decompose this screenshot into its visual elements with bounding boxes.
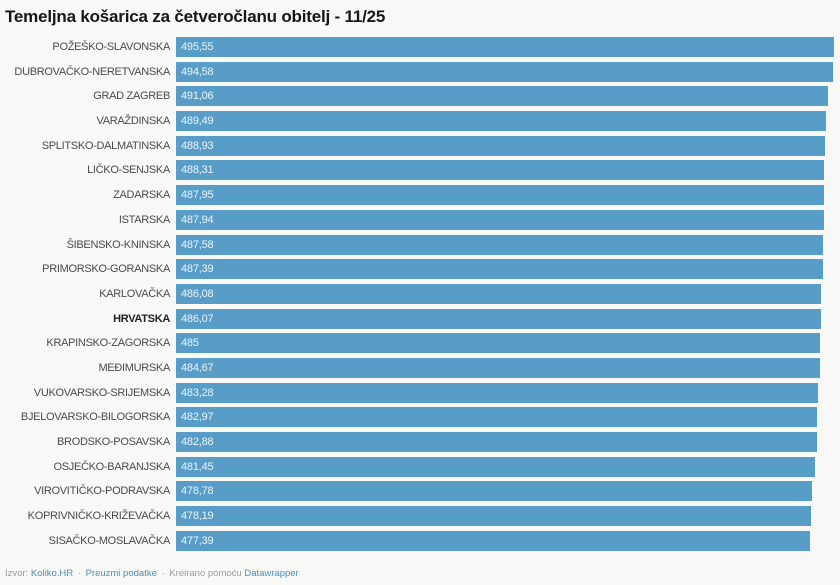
- chart-title: Temeljna košarica za četveročlanu obitel…: [5, 7, 386, 26]
- bar-value-label: 481,45: [181, 460, 214, 473]
- category-label: KRAPINSKO-ZAGORSKA: [46, 337, 170, 350]
- category-label: KOPRIVNIČKO-KRIŽEVAČKA: [27, 510, 171, 523]
- bar-row: SISAČKO-MOSLAVAČKA 477,39: [0, 530, 840, 551]
- bar-value-label: 485: [181, 337, 199, 350]
- bar-row: LIČKO-SENJSKA 488,31: [0, 160, 840, 181]
- bar[interactable]: 483,28: [176, 382, 818, 403]
- category-label: VUKOVARSKO-SRIJEMSKA: [33, 386, 171, 399]
- category-label: GRAD ZAGREB: [93, 90, 170, 103]
- bar-row: VIROVITIČKO-PODRAVSKA 478,78: [0, 481, 840, 502]
- bar[interactable]: 486,08: [176, 283, 822, 304]
- bar-row: PRIMORSKO-GORANSKA 487,39: [0, 259, 840, 280]
- bar[interactable]: 477,39: [176, 530, 810, 551]
- source-label: Izvor:: [5, 568, 29, 579]
- bar[interactable]: 487,39: [176, 259, 824, 280]
- footer-separator: ·: [77, 568, 81, 579]
- bar-row: VARAŽDINSKA 489,49: [0, 111, 840, 132]
- category-label: KARLOVAČKA: [99, 287, 170, 300]
- bar-value-label: 488,31: [181, 164, 214, 177]
- bar-value-label: 483,28: [181, 386, 214, 399]
- bar-value-label: 482,97: [181, 411, 214, 424]
- bar[interactable]: 482,97: [176, 407, 818, 428]
- bar-value-label: 495,55: [181, 41, 214, 53]
- bar-row: POŽEŠKO-SLAVONSKA 495,55: [0, 37, 840, 57]
- bar[interactable]: 491,06: [176, 86, 828, 107]
- category-label: LIČKO-SENJSKA: [87, 164, 170, 177]
- bar-row: KARLOVAČKA 486,08: [0, 283, 840, 304]
- bar[interactable]: 484,67: [176, 357, 820, 378]
- bar[interactable]: 487,58: [176, 234, 824, 255]
- bar-value-label: 484,67: [181, 361, 214, 374]
- bar[interactable]: 478,78: [176, 481, 812, 502]
- download-data-link[interactable]: Preuzmi podatke: [85, 568, 157, 579]
- bar-row: OSJEČKO-BARANJSKA 481,45: [0, 456, 840, 477]
- bar-row: SPLITSKO-DALMATINSKA 488,93: [0, 135, 840, 156]
- bar-row: BRODSKO-POSAVSKA 482,88: [0, 432, 840, 452]
- bar-row: ZADARSKA 487,95: [0, 185, 840, 206]
- bar[interactable]: 488,31: [176, 160, 825, 181]
- bar-value-label: 488,93: [181, 139, 214, 152]
- category-label: DUBROVAČKO-NERETVANSKA: [14, 65, 170, 78]
- category-label: VARAŽDINSKA: [96, 115, 170, 128]
- bar[interactable]: 486,07: [176, 308, 822, 329]
- category-label: BRODSKO-POSAVSKA: [57, 436, 170, 448]
- bar[interactable]: 487,95: [176, 185, 824, 206]
- category-label: OSJEČKO-BARANJSKA: [53, 460, 170, 473]
- bar-row: DUBROVAČKO-NERETVANSKA 494,58: [0, 61, 840, 82]
- footer-separator: ·: [161, 568, 165, 579]
- bar-value-label: 478,19: [181, 510, 214, 523]
- bar-row: GRAD ZAGREB 491,06: [0, 86, 840, 107]
- category-label: SPLITSKO-DALMATINSKA: [41, 139, 171, 152]
- bar-row: ŠIBENSKO-KNINSKA 487,58: [0, 234, 840, 255]
- bar[interactable]: 488,93: [176, 135, 826, 156]
- bar-value-label: 494,58: [181, 65, 214, 78]
- bar-value-label: 487,58: [181, 238, 214, 251]
- category-label: POŽEŠKO-SLAVONSKA: [52, 41, 170, 53]
- source-link[interactable]: Koliko.HR: [30, 568, 74, 579]
- bar-value-label: 486,08: [181, 287, 214, 300]
- bar-row: VUKOVARSKO-SRIJEMSKA 483,28: [0, 382, 840, 403]
- bar[interactable]: 495,55: [176, 37, 834, 57]
- bar[interactable]: 481,45: [176, 456, 816, 477]
- created-with-label: Kreirano pomoću: [169, 568, 242, 579]
- bar-row: MEĐIMURSKA 484,67: [0, 357, 840, 378]
- bar-value-label: 487,95: [181, 189, 214, 202]
- chart-footer: Izvor: Koliko.HR · Preuzmi podatke · Kre…: [5, 568, 299, 579]
- bar-value-label: 491,06: [181, 90, 214, 103]
- bar-row: ISTARSKA 487,94: [0, 209, 840, 230]
- category-label: PRIMORSKO-GORANSKA: [42, 263, 170, 276]
- datawrapper-link[interactable]: Datawrapper: [244, 568, 299, 579]
- bar[interactable]: 482,88: [176, 432, 818, 452]
- category-label: MEĐIMURSKA: [98, 361, 170, 374]
- bar-value-label: 486,07: [181, 312, 214, 325]
- bar-row: KRAPINSKO-ZAGORSKA 485: [0, 333, 840, 354]
- bar-value-label: 487,94: [181, 213, 214, 226]
- category-label: ZADARSKA: [113, 189, 170, 202]
- bar-row: BJELOVARSKO-BILOGORSKA 482,97: [0, 407, 840, 428]
- bar-row: KOPRIVNIČKO-KRIŽEVAČKA 478,19: [0, 506, 840, 527]
- bar-value-label: 489,49: [181, 115, 214, 128]
- bar[interactable]: 494,58: [176, 61, 833, 82]
- category-label: SISAČKO-MOSLAVAČKA: [48, 534, 171, 547]
- category-label: BJELOVARSKO-BILOGORSKA: [20, 411, 170, 424]
- bar-chart: POŽEŠKO-SLAVONSKA 495,55 DUBROVAČKO-NERE…: [0, 37, 840, 555]
- bar-value-label: 482,88: [181, 436, 214, 448]
- bar[interactable]: 478,19: [176, 506, 811, 527]
- bar[interactable]: 485: [176, 333, 820, 354]
- bar-row: HRVATSKA 486,07: [0, 308, 840, 329]
- bar-value-label: 478,78: [181, 485, 214, 498]
- bar-value-label: 487,39: [181, 263, 214, 276]
- bar[interactable]: 487,94: [176, 209, 824, 230]
- category-label: ŠIBENSKO-KNINSKA: [66, 238, 171, 251]
- category-label: VIROVITIČKO-PODRAVSKA: [34, 485, 170, 498]
- bar[interactable]: 489,49: [176, 111, 826, 132]
- bar-value-label: 477,39: [181, 534, 214, 547]
- category-label: ISTARSKA: [118, 213, 170, 226]
- category-label: HRVATSKA: [113, 312, 170, 325]
